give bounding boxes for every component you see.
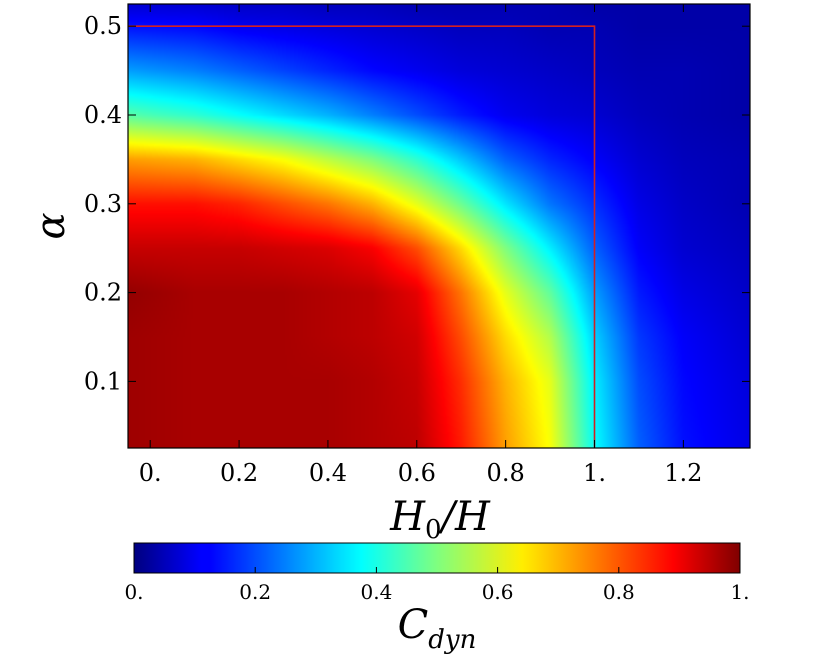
x-tick-label: 0.4 bbox=[309, 459, 347, 487]
plot-frame bbox=[127, 3, 751, 449]
x-tick-label: 0.2 bbox=[220, 459, 258, 487]
colorbar-ticks: 0. 0.2 0.4 0.6 0.8 1. bbox=[124, 567, 750, 604]
colorbar-label-subscript: dyn bbox=[428, 625, 476, 655]
x-axis-label-rest: /H bbox=[438, 494, 491, 540]
heatmap-image bbox=[128, 4, 750, 448]
colorbar-tick-label: 0.8 bbox=[603, 580, 635, 604]
y-axis-label: α bbox=[28, 212, 74, 239]
y-tick-label: 0.2 bbox=[84, 279, 122, 307]
x-axis-label-subscript: 0 bbox=[425, 515, 442, 545]
y-axis-ticks: 0.1 0.2 0.3 0.4 0.5 bbox=[84, 12, 750, 395]
colorbar bbox=[133, 542, 741, 574]
x-tick-label: 0.6 bbox=[398, 459, 436, 487]
colorbar-tick-label: 0.4 bbox=[360, 580, 392, 604]
colorbar-label: Cdyn bbox=[398, 602, 477, 655]
colorbar-tick-label: 1. bbox=[730, 580, 749, 604]
y-tick-label: 0.5 bbox=[84, 12, 122, 40]
x-axis-label: H0/H bbox=[389, 494, 491, 545]
colorbar-tick-label: 0.6 bbox=[482, 580, 514, 604]
boundary-line bbox=[128, 25, 596, 448]
x-axis-ticks: 0. 0.2 0.4 0.6 0.8 1. 1.2 bbox=[139, 4, 702, 487]
x-tick-label: 1.2 bbox=[664, 459, 702, 487]
colorbar-tick-label: 0. bbox=[124, 580, 143, 604]
y-tick-label: 0.4 bbox=[84, 101, 122, 129]
y-tick-label: 0.3 bbox=[84, 190, 122, 218]
y-tick-label: 0.1 bbox=[84, 367, 122, 395]
x-tick-label: 0.8 bbox=[487, 459, 525, 487]
colorbar-tick-label: 0.2 bbox=[239, 580, 271, 604]
x-tick-label: 0. bbox=[139, 459, 162, 487]
x-tick-label: 1. bbox=[583, 459, 606, 487]
